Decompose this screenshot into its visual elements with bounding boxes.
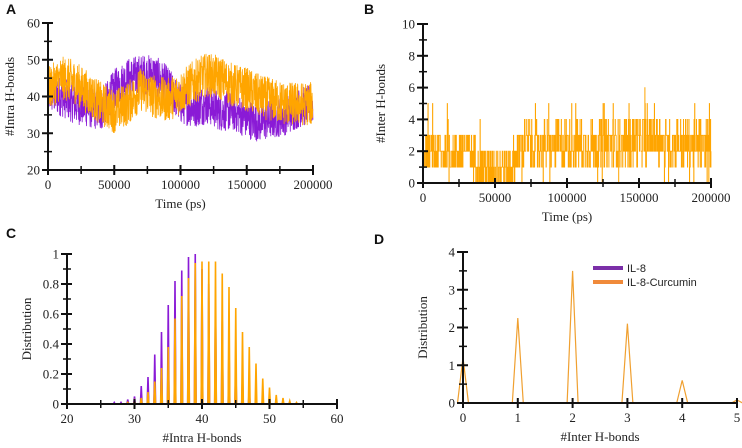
y-tick-label: 0.8	[43, 277, 59, 292]
peak-il-8-curcumin-43	[220, 273, 224, 405]
x-tick-label: 50000	[479, 190, 512, 205]
peak-il-8-curcumin-49	[261, 378, 265, 405]
y-axis-label: #Inter H-bonds	[373, 64, 388, 143]
peak-il-8-curcumin-38	[186, 277, 191, 405]
y-axis-label: Distribution	[415, 296, 430, 359]
x-tick-label: 100000	[548, 190, 587, 205]
y-tick-label: 20	[27, 163, 40, 178]
axes: 0 50000 100000 150000 200000 20 30 40 50 60 Time (…	[2, 16, 333, 212]
x-tick-label: 60	[331, 411, 344, 426]
x-axis-label: #Inter H-bonds	[560, 429, 639, 444]
peak-il-8-curcumin-41	[207, 261, 211, 405]
axes: 20 30 40 50 60 0 0.2 0.4 0.6 0.8 1 #Intra H-bonds Di…	[19, 247, 344, 446]
series-line-il-8-curcumin	[47, 53, 314, 134]
y-axis-label: #Intra H-bonds	[2, 57, 17, 136]
peak-il-8-curcumin-52	[281, 397, 285, 405]
panel-label: B	[364, 1, 374, 17]
legend-label: IL-8	[627, 263, 646, 275]
y-tick-label: 0.2	[43, 367, 59, 382]
x-tick-label: 50000	[98, 177, 131, 192]
y-tick-label: 0	[409, 176, 416, 191]
y-tick-label: 4	[409, 112, 416, 127]
x-tick-label: 3	[624, 410, 631, 425]
series-group	[112, 253, 299, 405]
panel-A: A 0 50000 100000 150000 200000 20 30 40 50 60 Time …	[2, 1, 333, 211]
x-tick-label: 50	[263, 411, 276, 426]
y-axis-label: Distribution	[19, 297, 34, 360]
x-tick-label: 200000	[294, 177, 333, 192]
panel-D: D 0 1 2 3 4 5 0 1 2 3 4 #Inter H-bonds Distribution	[374, 231, 742, 444]
y-tick-label: 0	[53, 397, 60, 412]
y-tick-label: 60	[27, 16, 40, 31]
peak-il-8-curcumin-47	[247, 346, 251, 405]
x-axis-label: Time (ps)	[155, 196, 205, 211]
x-tick-label: 150000	[227, 177, 266, 192]
panel-label: A	[6, 1, 16, 17]
axes: 0 1 2 3 4 5 0 1 2 3 4 #Inter H-bonds Distribution	[415, 245, 740, 445]
x-tick-label: 150000	[620, 190, 659, 205]
peak-il-8-curcumin-31	[139, 397, 143, 405]
y-tick-label: 1	[449, 358, 456, 373]
x-axis-label: Time (ps)	[542, 209, 592, 224]
peak-il-8-curcumin-42	[213, 261, 218, 405]
legend: IL-8 IL-8-Curcumin	[593, 263, 697, 289]
x-tick-label: 5	[734, 410, 741, 425]
x-tick-label: 100000	[161, 177, 200, 192]
y-tick-label: 30	[27, 126, 40, 141]
peak-il-8-curcumin-34	[159, 367, 164, 405]
x-tick-label: 0	[45, 177, 52, 192]
panel-C: C 20 30 40 50 60 0 0.2 0.4 0.6 0.8 1 #Intra H-bonds D…	[6, 225, 344, 445]
axes: 0 50000 100000 150000 200000 0 2 4 6 8 10 Time (ps)…	[373, 17, 731, 225]
x-tick-label: 200000	[692, 190, 731, 205]
peak-il-8-curcumin-50	[267, 387, 272, 405]
series-line-il-8-curcumin	[422, 87, 712, 184]
peak-il-8-curcumin-36	[173, 318, 177, 405]
peak-il-8-curcumin-1	[511, 318, 524, 404]
y-tick-label: 40	[27, 89, 40, 104]
y-tick-label: 0	[449, 396, 456, 411]
y-tick-label: 0.6	[43, 307, 60, 322]
series-group	[422, 87, 712, 184]
series-group	[456, 270, 742, 404]
x-axis-label: #Intra H-bonds	[162, 430, 241, 445]
y-tick-label: 2	[409, 144, 416, 159]
peak-il-8-curcumin-46	[240, 331, 245, 405]
x-tick-label: 0	[460, 410, 467, 425]
y-tick-label: 0.4	[43, 337, 60, 352]
y-tick-label: 6	[409, 80, 416, 95]
peak-il-8-curcumin-51	[274, 394, 278, 405]
series-group	[47, 53, 314, 142]
peak-il-8-curcumin-35	[166, 346, 170, 405]
panel-label: D	[374, 231, 384, 247]
peak-il-8-curcumin-37	[180, 295, 184, 405]
x-tick-label: 30	[128, 411, 141, 426]
y-tick-label: 8	[409, 48, 416, 63]
y-tick-label: 2	[449, 320, 456, 335]
peak-il-8-curcumin-44	[227, 286, 231, 405]
y-tick-label: 10	[402, 17, 415, 32]
peak-il-8-curcumin-3	[621, 323, 634, 404]
x-tick-label: 40	[196, 411, 209, 426]
peak-il-8-curcumin-40	[200, 261, 204, 405]
panel-label: C	[6, 225, 16, 241]
x-tick-label: 1	[515, 410, 522, 425]
y-tick-label: 3	[449, 282, 456, 297]
x-tick-label: 4	[679, 410, 686, 425]
panel-B: B 0 50000 100000 150000 200000 0 2 4 6 8 10 Time (ps…	[364, 1, 731, 224]
x-tick-label: 0	[420, 190, 427, 205]
peak-il-8-curcumin-33	[153, 381, 157, 405]
legend-label: IL-8-Curcumin	[627, 277, 697, 289]
peak-il-8-curcumin-45	[234, 307, 238, 405]
y-tick-label: 50	[27, 52, 40, 67]
peak-il-8-curcumin-32	[146, 391, 150, 405]
peak-il-8-curcumin-39	[193, 262, 197, 405]
peak-il-8-curcumin-2	[566, 270, 579, 404]
x-tick-label: 2	[569, 410, 576, 425]
x-tick-label: 20	[61, 411, 74, 426]
y-tick-label: 1	[53, 247, 60, 262]
y-tick-label: 4	[449, 245, 456, 260]
peak-il-8-curcumin-4	[676, 380, 689, 404]
peak-il-8-curcumin-48	[254, 363, 258, 405]
